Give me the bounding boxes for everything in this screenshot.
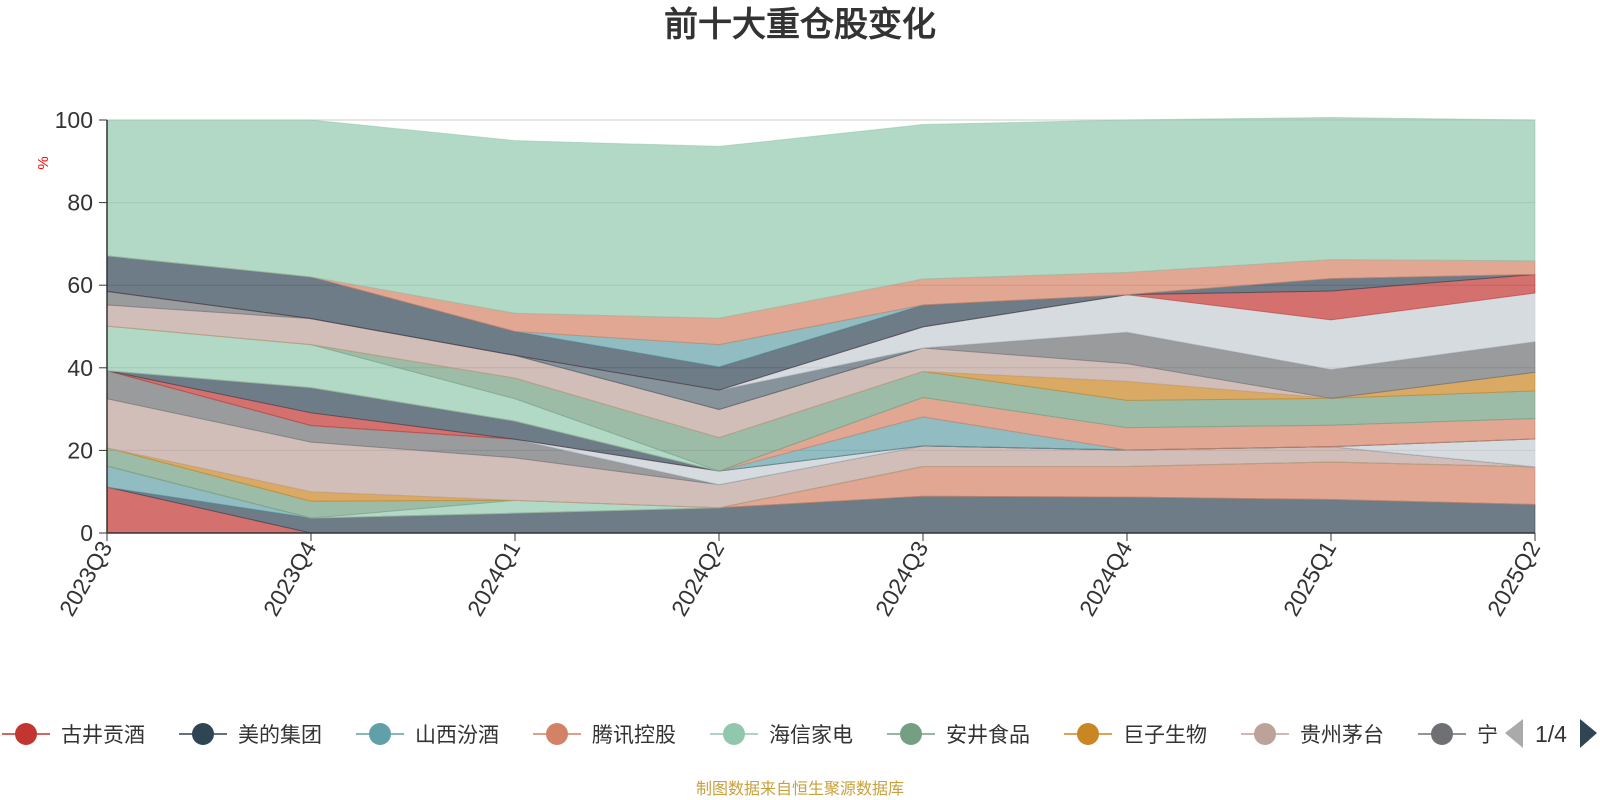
- legend-label: 腾讯控股: [592, 723, 676, 747]
- area-其他[interactable]: [106, 117, 1536, 319]
- y-tick-label: 0: [80, 520, 93, 546]
- legend-item-美的集团[interactable]: 美的集团: [179, 723, 322, 747]
- legend-label: 美的集团: [238, 723, 322, 747]
- legend-label: 宁: [1477, 723, 1498, 747]
- legend-circle-icon: [369, 723, 391, 745]
- y-tick-label: 20: [67, 437, 93, 463]
- legend-circle-icon: [900, 723, 922, 745]
- legend-label: 山西汾酒: [415, 723, 499, 747]
- y-tick-label: 100: [55, 107, 93, 133]
- legend-pager: 1/4: [1505, 719, 1597, 748]
- legend-label: 巨子生物: [1123, 723, 1207, 747]
- y-axis-unit: %: [35, 156, 52, 169]
- legend: 古井贡酒 美的集团 山西汾酒 腾讯控股 海信家电 安井食品 巨子生物 贵州茅台 宁: [2, 723, 1498, 747]
- legend-label: 海信家电: [769, 723, 853, 747]
- legend-circle-icon: [546, 723, 568, 745]
- legend-circle-icon: [15, 723, 37, 745]
- legend-circle-icon: [723, 723, 745, 745]
- x-tick-label: 2024Q1: [462, 537, 525, 621]
- legend-circle-icon: [1077, 723, 1099, 745]
- legend-item-贵州茅台[interactable]: 贵州茅台: [1241, 723, 1384, 747]
- legend-circle-icon: [192, 723, 214, 745]
- legend-item-山西汾酒[interactable]: 山西汾酒: [356, 723, 499, 747]
- series-areas: [106, 117, 1536, 534]
- legend-item-巨子生物[interactable]: 巨子生物: [1064, 723, 1207, 747]
- x-tick-label: 2025Q2: [1482, 537, 1545, 621]
- legend-label: 安井食品: [946, 723, 1030, 747]
- source-note: 制图数据来自恒生聚源数据库: [696, 779, 904, 798]
- legend-next-arrow-icon[interactable]: [1580, 719, 1597, 748]
- y-tick-label: 40: [67, 355, 93, 381]
- legend-item-古井贡酒[interactable]: 古井贡酒: [2, 723, 145, 747]
- legend-item-海信家电[interactable]: 海信家电: [710, 723, 853, 747]
- legend-circle-icon: [1431, 723, 1453, 745]
- legend-page-indicator: 1/4: [1535, 721, 1567, 747]
- legend-label: 贵州茅台: [1300, 723, 1384, 747]
- legend-item-安井食品[interactable]: 安井食品: [887, 723, 1030, 747]
- y-tick-label: 60: [67, 272, 93, 298]
- legend-label: 古井贡酒: [61, 723, 145, 747]
- x-tick-label: 2023Q3: [54, 537, 117, 621]
- x-tick-label: 2024Q4: [1074, 536, 1138, 620]
- legend-prev-arrow-icon[interactable]: [1505, 719, 1523, 748]
- legend-item-宁[interactable]: 宁: [1418, 723, 1498, 747]
- chart-title: 前十大重仓股变化: [664, 5, 936, 45]
- y-tick-label: 80: [67, 190, 93, 216]
- legend-item-腾讯控股[interactable]: 腾讯控股: [533, 723, 676, 747]
- x-tick-label: 2024Q2: [666, 537, 729, 621]
- x-tick-label: 2025Q1: [1278, 537, 1341, 621]
- legend-circle-icon: [1254, 723, 1276, 745]
- x-tick-label: 2024Q3: [870, 537, 933, 621]
- x-tick-label: 2023Q4: [258, 536, 322, 620]
